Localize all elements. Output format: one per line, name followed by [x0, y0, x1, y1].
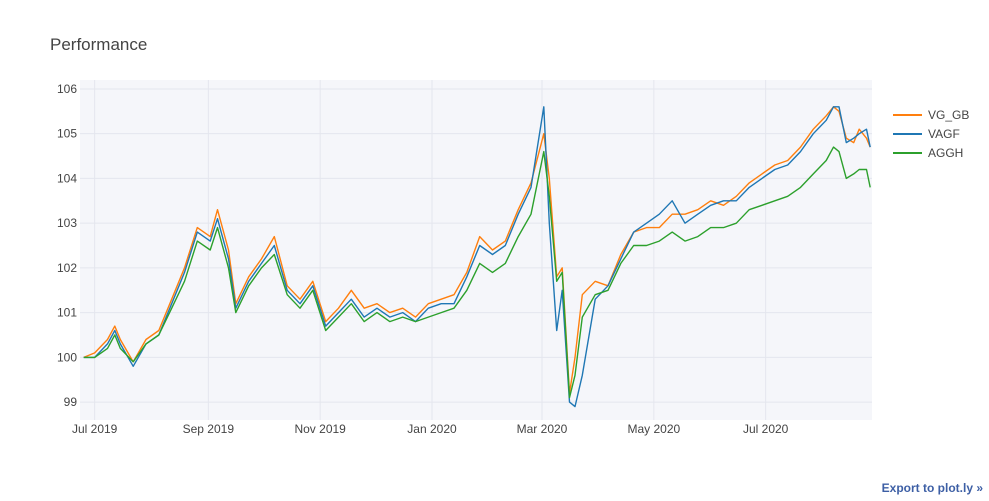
x-tick-label: May 2020	[627, 422, 680, 436]
legend-label: VAGF	[928, 127, 960, 141]
y-tick-label: 104	[57, 171, 77, 185]
legend-label: VG_GB	[928, 108, 969, 122]
x-axis: Jul 2019 Sep 2019 Nov 2019 Jan 2020 Mar 2020…	[72, 422, 789, 436]
series-line-vagf	[83, 106, 871, 408]
y-tick-label: 99	[64, 395, 78, 409]
y-tick-label: 100	[57, 350, 77, 364]
legend-item-aggh[interactable]: AGGH	[893, 146, 963, 160]
y-tick-label: 103	[57, 216, 77, 230]
y-tick-label: 101	[57, 306, 77, 320]
x-tick-label: Jan 2020	[407, 422, 457, 436]
legend-label: AGGH	[928, 146, 963, 160]
y-axis: 99 100 101 102 103 104 105 106	[57, 82, 77, 409]
legend[interactable]: VG_GB VAGF AGGH	[893, 108, 969, 160]
x-tick-label: Jul 2020	[743, 422, 789, 436]
series-line-aggh	[83, 146, 871, 399]
export-link[interactable]: Export to plot.ly »	[881, 481, 983, 495]
y-tick-label: 106	[57, 82, 77, 96]
series-line-vg_gb	[83, 106, 871, 394]
grid-lines	[80, 80, 872, 420]
y-tick-label: 102	[57, 261, 77, 275]
x-tick-label: Jul 2019	[72, 422, 118, 436]
legend-item-vagf[interactable]: VAGF	[893, 127, 960, 141]
y-tick-label: 105	[57, 127, 77, 141]
x-tick-label: Sep 2019	[183, 422, 235, 436]
plot-background	[80, 80, 872, 420]
legend-item-vg_gb[interactable]: VG_GB	[893, 108, 969, 122]
series-group	[83, 106, 871, 408]
chart-title: Performance	[50, 35, 147, 54]
x-tick-label: Mar 2020	[517, 422, 568, 436]
x-tick-label: Nov 2019	[294, 422, 346, 436]
